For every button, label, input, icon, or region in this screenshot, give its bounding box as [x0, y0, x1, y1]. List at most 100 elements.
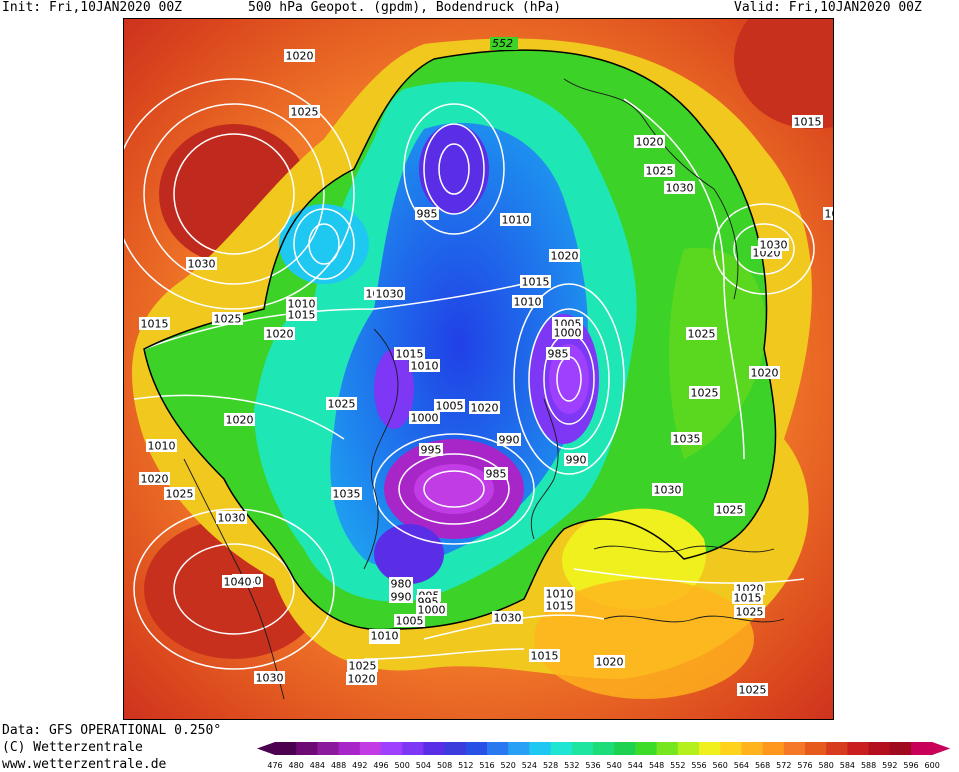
pressure-label: 1010: [546, 588, 574, 601]
low-center-main-core: [414, 464, 494, 514]
pressure-label: 1025: [646, 165, 674, 178]
pressure-labels: 1020102510301015102510101015102010251030…: [139, 49, 833, 697]
isobars: [124, 78, 815, 670]
pressure-label-bg: [369, 629, 400, 642]
weather-map[interactable]: 552 1020 1025 1030 1015 1025 1010 1015 1020 1025…: [123, 18, 834, 720]
pressure-label-bg: [484, 467, 508, 480]
legend-tick-label: 492: [352, 761, 367, 770]
legend-tick-label: 576: [797, 761, 812, 770]
pressure-label-bg: [434, 399, 465, 412]
pressure-label-bg: [216, 511, 247, 524]
pressure-label-bg: [689, 386, 720, 399]
legend-tick-label: 548: [649, 761, 664, 770]
pressure-label: 1010: [514, 296, 542, 309]
pressure-label: 1025: [739, 684, 767, 697]
legend-swatch: [317, 742, 340, 755]
legend-tick-label: 476: [267, 761, 282, 770]
pressure-label-bg: [264, 327, 295, 340]
legend-swatch: [783, 742, 806, 755]
height-contour-552-label: 552: [492, 37, 513, 50]
pressure-label-bg: [792, 115, 823, 128]
pressure-label-bg: [389, 577, 413, 590]
pressure-label-bg: [389, 590, 413, 603]
pressure-label: 1015: [794, 116, 822, 129]
pressure-label-bg: [146, 439, 177, 452]
legend-swatch: [359, 742, 382, 755]
pressure-label: 1015: [396, 348, 424, 361]
legend-arrow-right: [932, 742, 951, 755]
pressure-label: 990: [391, 591, 412, 604]
pressure-label: 1030: [654, 484, 682, 497]
pressure-label-bg: [164, 487, 195, 500]
height-contour-552-label-bg: [490, 37, 518, 50]
pressure-label: 1025: [736, 606, 764, 619]
pressure-label: 1015: [522, 276, 550, 289]
legend-tick-label: 544: [628, 761, 643, 770]
pressure-label-bg: [544, 599, 575, 612]
pressure-label-bg: [512, 295, 543, 308]
pressure-label-bg: [416, 603, 447, 616]
legend-swatch: [529, 742, 552, 755]
low-center-south: [374, 524, 444, 584]
pressure-label: 1010: [411, 360, 439, 373]
website-label: www.wetterzentrale.de: [2, 757, 167, 772]
pressure-label-bg: [823, 207, 833, 220]
valid-time-label: Valid: Fri,10JAN2020 00Z: [734, 0, 922, 15]
legend-tick-label: 588: [861, 761, 876, 770]
legend-tick-label: 488: [331, 761, 346, 770]
pressure-label-bg: [594, 655, 625, 668]
pressure-label-bg: [749, 366, 780, 379]
init-time-label: Init: Fri,10JAN2020 00Z: [2, 0, 183, 15]
orange-high-europe: [534, 579, 754, 699]
pressure-label: 1030: [494, 612, 522, 625]
legend-swatch: [571, 742, 594, 755]
legend-swatch: [762, 742, 785, 755]
legend-tick-label: 508: [437, 761, 452, 770]
legend-arrow-left: [257, 742, 275, 755]
pressure-label-bg: [644, 164, 675, 177]
pressure-label: 1025: [214, 313, 242, 326]
pressure-label-bg: [254, 671, 285, 684]
legend-tick-label: 520: [501, 761, 516, 770]
pressure-label-bg: [734, 605, 765, 618]
pressure-label-bg: [419, 443, 443, 456]
pressure-label: 1025: [688, 328, 716, 341]
pressure-label-bg: [686, 327, 717, 340]
pressure-label: 1020: [596, 656, 624, 669]
pressure-label: 1010: [371, 630, 399, 643]
pressure-label: 980: [391, 578, 412, 591]
legend-tick-label: 500: [395, 761, 410, 770]
legend-tick-label: 484: [310, 761, 325, 770]
pressure-label-bg: [500, 213, 531, 226]
legend-swatch: [826, 742, 848, 755]
pressure-label: 990: [566, 454, 587, 467]
pressure-label-bg: [394, 347, 425, 360]
legend-tick-label: 560: [713, 761, 728, 770]
pressure-label-bg: [409, 411, 440, 424]
pressure-label-bg: [284, 49, 315, 62]
pressure-label: 1030: [666, 182, 694, 195]
legend-tick-label: 532: [564, 761, 579, 770]
pressure-label: 1010: [148, 440, 176, 453]
pressure-label: 1000: [411, 412, 439, 425]
pressure-label: 1040: [224, 576, 252, 589]
legend-swatch: [465, 742, 488, 755]
pressure-label: 1015: [734, 592, 762, 605]
pressure-label: 1010: [502, 214, 530, 227]
legend-tick-label: 568: [755, 761, 770, 770]
chart-title: 500 hPa Geopot. (gpdm), Bodendruck (hPa): [248, 0, 562, 15]
pressure-label-bg: [374, 287, 405, 300]
legend-swatch: [677, 742, 700, 755]
pressure-label: 985: [548, 348, 569, 361]
pressure-label: 1030: [218, 512, 246, 525]
pressure-label-bg: [652, 483, 683, 496]
pressure-label: 1035: [333, 488, 361, 501]
legend-swatch: [889, 742, 912, 755]
legend-swatch: [550, 742, 573, 755]
legend-tick-label: 580: [819, 761, 834, 770]
pressure-label-bg: [347, 659, 378, 672]
pressure-label-bg: [186, 257, 217, 270]
pressure-label-bg: [492, 611, 523, 624]
legend-tick-label: 480: [289, 761, 304, 770]
legend-tick-label: 512: [458, 761, 473, 770]
